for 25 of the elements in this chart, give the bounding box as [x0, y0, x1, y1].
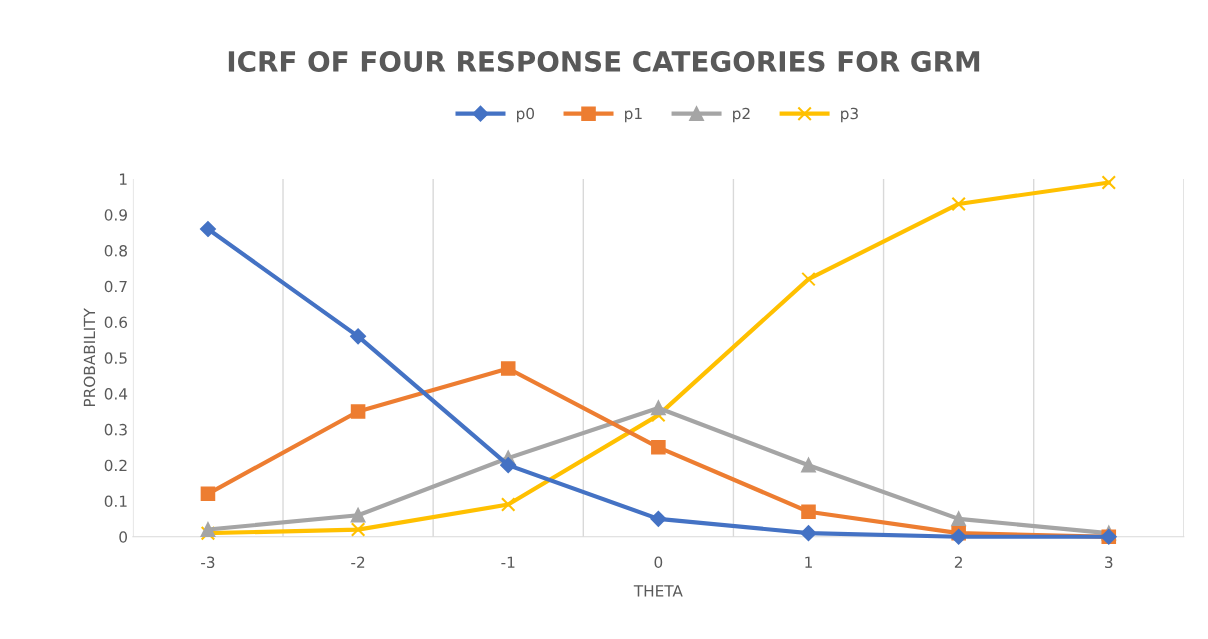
x-tick-label: 0	[654, 556, 663, 569]
y-tick-label: 0.2	[104, 459, 127, 472]
y-tick-label: 0.4	[104, 388, 128, 400]
x-axis-title: THETA	[633, 585, 683, 597]
y-tick-label: 0.7	[104, 280, 127, 293]
y-tick-label: 0	[119, 531, 127, 543]
x-tick-label: -1	[501, 556, 515, 568]
legend-label: p0	[517, 107, 535, 123]
legend-label: p2	[733, 107, 750, 123]
y-tick-label: 1	[119, 173, 127, 185]
y-tick-label: 0.5	[104, 352, 127, 364]
y-tick-label: 0.3	[104, 423, 127, 436]
legend-label: p1	[625, 107, 642, 123]
y-tick-label: 0.1	[104, 495, 127, 507]
x-tick-label: 3	[1105, 556, 1113, 569]
y-axis-title: PROBABILITY	[83, 308, 96, 407]
legend-label: p3	[841, 107, 858, 123]
x-tick-label: -2	[351, 556, 365, 568]
y-tick-label: 0.8	[104, 244, 127, 257]
x-tick-label: 2	[954, 556, 962, 568]
x-tick-label: -3	[201, 556, 215, 569]
x-tick-label: 1	[805, 556, 812, 568]
y-tick-label: 0.9	[104, 209, 127, 221]
y-tick-label: 0.6	[104, 316, 128, 329]
chart-title: ICRF OF FOUR RESPONSE CATEGORIES FOR GRM	[228, 50, 980, 72]
